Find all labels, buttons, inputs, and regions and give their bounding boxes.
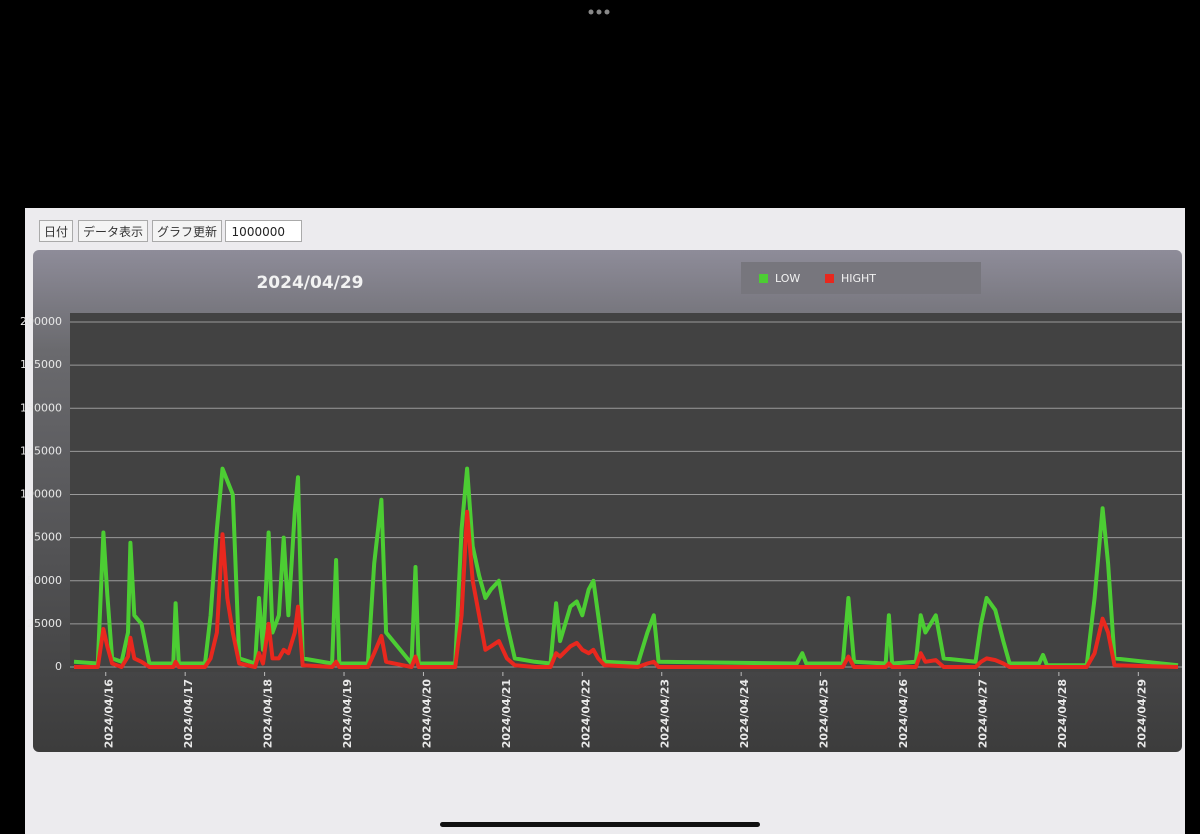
date-button[interactable]: 日付	[39, 220, 74, 242]
x-tick-label: 2024/04/19	[341, 679, 354, 748]
y-tick-label: 75000	[27, 531, 62, 544]
x-tick-label: 2024/04/26	[897, 679, 910, 749]
y-tick-label: 200000	[20, 315, 62, 328]
dot	[604, 9, 610, 15]
y-tick-label: 125000	[20, 444, 62, 457]
data-button[interactable]: データ表示	[78, 220, 149, 242]
y-tick-label: 150000	[20, 401, 62, 414]
x-tick-label: 2024/04/16	[103, 679, 116, 749]
spinner[interactable]: 1000000	[225, 220, 302, 242]
x-tick-label: 2024/04/29	[1135, 679, 1148, 748]
x-tick-label: 2024/04/28	[1056, 679, 1069, 748]
y-tick-label: 100000	[20, 488, 62, 501]
x-tick-label: 2024/04/17	[182, 679, 195, 748]
y-tick-label: 50000	[27, 574, 62, 587]
legend-swatch	[825, 274, 834, 283]
x-tick-label: 2024/04/21	[500, 679, 513, 748]
x-tick-label: 2024/04/20	[420, 679, 433, 749]
chart-title: 2024/04/29	[256, 273, 363, 293]
series-line	[74, 509, 1179, 669]
dot	[596, 9, 602, 15]
y-tick-label: 0	[55, 660, 62, 673]
refresh-button[interactable]: グラフ更新	[152, 220, 223, 242]
home-indicator	[440, 822, 760, 827]
x-tick-label: 2024/04/27	[976, 679, 989, 748]
legend-swatch	[759, 274, 768, 283]
legend-label: LOW	[775, 272, 800, 285]
y-tick-label: 25000	[27, 617, 62, 630]
x-tick-label: 2024/04/24	[738, 679, 751, 749]
series-line	[73, 466, 1179, 668]
x-tick-label: 2024/04/23	[659, 679, 672, 748]
dot	[588, 9, 594, 15]
y-tick-label: 175000	[20, 358, 62, 371]
x-tick-label: 2024/04/25	[818, 679, 831, 748]
x-tick-label: 2024/04/22	[579, 679, 592, 748]
x-tick-label: 2024/04/18	[262, 679, 275, 748]
legend-label: HIGHT	[841, 272, 876, 285]
legend-box	[741, 262, 981, 294]
